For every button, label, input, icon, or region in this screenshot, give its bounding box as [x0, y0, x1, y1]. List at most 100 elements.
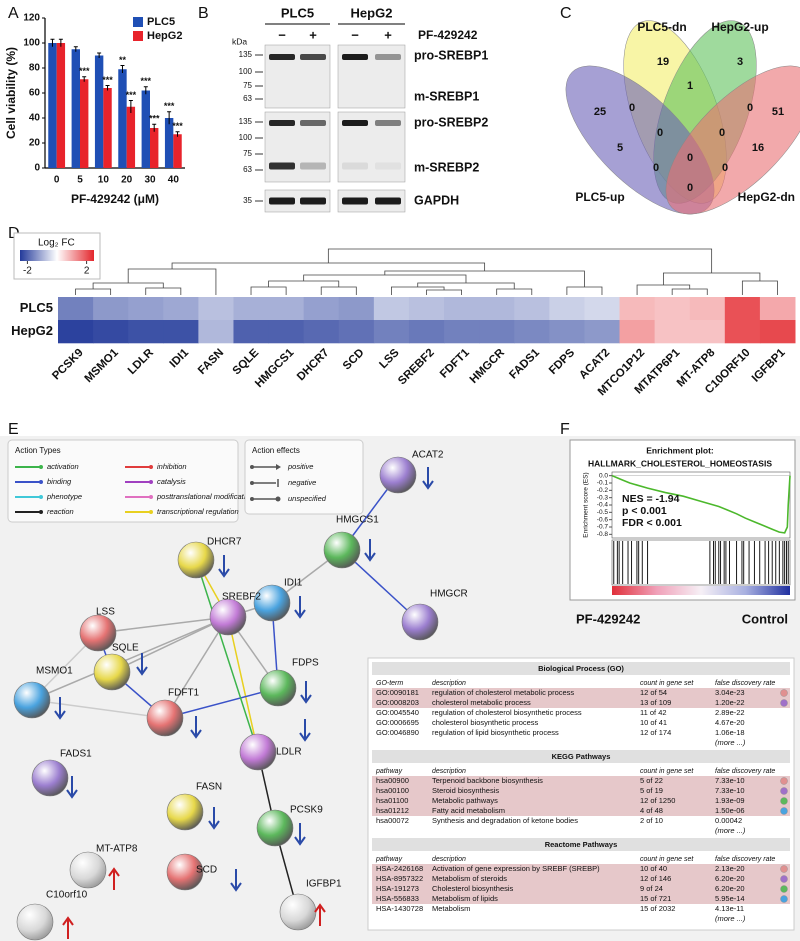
- heatmap-cell: [93, 320, 129, 344]
- cell-line-label: HepG2: [351, 5, 393, 20]
- legend-start: [250, 481, 254, 485]
- column-label: FASN: [196, 347, 226, 377]
- blot-band: [269, 120, 295, 126]
- lane-label: −: [351, 27, 359, 42]
- blot-band: [375, 162, 401, 170]
- dendrogram-link: [566, 286, 603, 295]
- table-cell: 5.95e-14: [715, 894, 745, 903]
- table-more: (more ...): [715, 738, 746, 747]
- x-axis-label: PF-429242 (μM): [71, 192, 159, 206]
- heatmap-cell: [408, 297, 445, 321]
- dendrogram-link: [741, 280, 778, 295]
- table-header: description: [432, 680, 466, 687]
- annotation: FDR < 0.001: [622, 517, 682, 529]
- table-header: false discovery rate: [715, 768, 775, 775]
- dendrogram-link: [496, 288, 533, 295]
- change-arrow: [422, 467, 434, 490]
- heatmap-cell: [724, 320, 761, 344]
- node-label: SREBF2: [222, 592, 261, 603]
- venn-count: 0: [629, 102, 635, 114]
- network-node: [93, 653, 131, 691]
- network-node: [253, 584, 291, 622]
- y-tick-label: -0.1: [597, 480, 609, 487]
- annotation: NES = -1.94: [622, 493, 680, 505]
- heatmap-cell: [58, 320, 94, 344]
- heatmap-cell: [373, 320, 410, 344]
- table-cell: 10 of 40: [640, 864, 667, 873]
- legend-label: PLC5: [147, 16, 175, 28]
- table-header: description: [432, 768, 466, 775]
- table-cell: 1.06e-18: [715, 728, 745, 737]
- legend-box: [244, 439, 364, 515]
- annotation: p < 0.001: [622, 505, 667, 517]
- bar: [164, 118, 174, 168]
- network-edge: [195, 559, 259, 753]
- dendrogram-link: [384, 270, 585, 287]
- heatmap-cell: [759, 297, 796, 321]
- node-label: DHCR7: [207, 537, 242, 548]
- row-dot: [780, 777, 788, 785]
- marker-label: 75: [243, 149, 252, 158]
- group-label: Control: [742, 611, 788, 626]
- table-cell: 1.93e-09: [715, 796, 745, 805]
- change-arrow: [136, 653, 148, 676]
- plot-title: Enrichment plot:: [646, 445, 714, 455]
- table-cell: GO:0046890: [376, 728, 419, 737]
- heatmap-cell: [514, 320, 550, 344]
- dendrogram-link: [171, 262, 486, 271]
- venn-count: 0: [687, 182, 693, 194]
- network-node: [379, 456, 417, 494]
- table-cell: hsa00072: [376, 816, 409, 825]
- table-header: count in gene set: [640, 768, 694, 775]
- blot-band: [375, 197, 401, 205]
- table-more: (more ...): [715, 914, 746, 923]
- table-cell: 4.67e-20: [715, 718, 745, 727]
- table-cell: 2.89e-22: [715, 708, 745, 717]
- dendrogram-link: [636, 284, 691, 295]
- table-cell: 1.20e-22: [715, 698, 745, 707]
- legend-label: phenotype: [46, 492, 82, 501]
- row-highlight: [372, 786, 790, 796]
- network-node: [166, 793, 204, 831]
- cell-line-label: PLC5: [281, 5, 314, 20]
- y-tick-label: 60: [29, 88, 41, 99]
- column-label: LSS: [377, 347, 402, 372]
- dendrogram-link: [671, 288, 708, 295]
- heatmap-cell: [724, 297, 761, 321]
- network-node: [31, 759, 69, 797]
- colorbar-tick-label: 2: [84, 266, 90, 277]
- row-label: PLC5: [20, 300, 53, 315]
- table-cell: regulation of cholesterol metabolic proc…: [432, 688, 574, 697]
- change-arrow: [230, 869, 242, 892]
- network-node: [256, 809, 294, 847]
- legend-label: negative: [288, 478, 316, 487]
- table-cell: 1.50e-06: [715, 806, 745, 815]
- change-arrow: [190, 716, 202, 739]
- table-cell: 5 of 19: [640, 786, 663, 795]
- venn-count: 51: [772, 106, 784, 118]
- panel-label: B: [198, 5, 209, 22]
- table-cell: GO:0045540: [376, 708, 419, 717]
- table-cell: 7.33e-10: [715, 776, 745, 785]
- node-label: FADS1: [60, 749, 92, 760]
- legend-arrow: [276, 464, 281, 470]
- blot-band: [342, 54, 368, 60]
- node-label: MT-ATP8: [96, 844, 138, 855]
- venn-count: 16: [752, 142, 764, 154]
- x-tick-label: 5: [77, 175, 83, 186]
- column-label: FDPS: [547, 347, 577, 377]
- change-arrow: [364, 539, 376, 562]
- legend-end: [149, 510, 153, 514]
- table-cell: 12 of 146: [640, 874, 671, 883]
- network-node: [13, 681, 51, 719]
- heatmap-cell: [514, 297, 550, 321]
- significance-label: ***: [102, 75, 113, 85]
- row-dot: [780, 699, 788, 707]
- band-label: pro-SREBP2: [414, 115, 488, 129]
- column-label: SREBF2: [396, 347, 437, 388]
- legend-label: binding: [47, 477, 72, 486]
- table-cell: HSA-191273: [376, 884, 419, 893]
- heatmap-cell: [654, 297, 691, 321]
- column-label: SCD: [341, 347, 367, 373]
- marker-label: 100: [239, 67, 253, 76]
